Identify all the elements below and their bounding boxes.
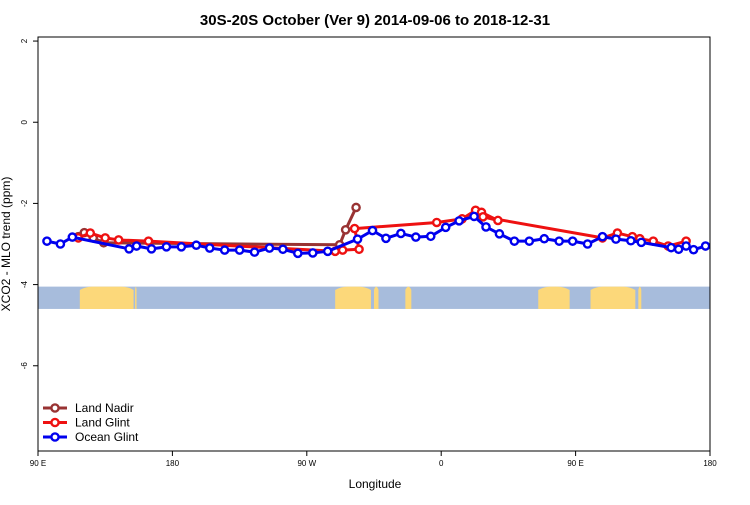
land-segment-3 [374, 286, 379, 309]
series-2-point-2 [67, 232, 78, 242]
land-segment-1 [135, 286, 137, 309]
x-tick-label-0: 90 E [30, 459, 46, 468]
series-0-point-5 [340, 224, 351, 235]
series-2-point-43 [700, 241, 711, 251]
series-2 [42, 211, 711, 259]
series-2-point-23 [425, 231, 436, 242]
series-2-point-5 [146, 244, 157, 254]
land-segment-5 [554, 286, 557, 309]
series-2-point-11 [234, 245, 245, 255]
series-2-point-15 [293, 248, 303, 259]
series-2-point-30 [524, 236, 535, 246]
x-tick-label-2: 90 W [297, 459, 316, 468]
x-tick-label-5: 180 [703, 459, 717, 468]
land-segment-2 [335, 286, 372, 309]
y-tick-label-3: -4 [20, 280, 29, 288]
series-2-point-9 [204, 243, 215, 253]
land-ocean-band [38, 286, 710, 309]
legend-label-2: Ocean Glint [75, 430, 139, 444]
series-2-point-26 [469, 211, 479, 222]
series-2-point-17 [322, 246, 333, 257]
legend-label-0: Land Nadir [75, 401, 134, 415]
series-2-point-16 [307, 248, 318, 258]
y-axis: 2 0 -2 -4 -6 [20, 38, 38, 369]
series-2-point-8 [191, 240, 202, 251]
legend-label-1: Land Glint [75, 416, 130, 430]
plot-frame [37, 36, 711, 452]
series-1-point-7 [354, 244, 364, 255]
series-1-point-1 [85, 228, 96, 238]
x-axis-label: Longitude [349, 477, 402, 491]
series-2-point-25 [454, 216, 464, 226]
series-1-point-13 [493, 215, 503, 226]
series-2-point-6 [161, 242, 172, 252]
series-2-point-42 [688, 244, 699, 255]
series-2-point-0 [42, 236, 52, 246]
series-2-point-13 [264, 243, 275, 253]
series-1-point-9 [431, 217, 442, 228]
series-2-point-40 [673, 244, 684, 255]
land-segment-8 [638, 286, 642, 309]
legend-marker-1 [50, 417, 60, 428]
series-1-point-4 [143, 236, 154, 246]
x-tick-label-4: 90 E [567, 459, 583, 468]
series-2-point-12 [249, 247, 260, 257]
series-2-point-21 [396, 228, 406, 239]
series-2-point-31 [539, 233, 550, 244]
land-segment-6 [405, 286, 412, 309]
series-2-point-37 [626, 235, 636, 246]
x-tick-label-3: 0 [439, 459, 444, 468]
series-2-point-7 [176, 242, 187, 252]
series-2-point-27 [481, 222, 491, 232]
series-2-point-4 [131, 241, 142, 251]
series-1-point-14 [478, 212, 488, 222]
series-2-point-28 [494, 229, 505, 239]
legend-marker-2 [50, 432, 60, 442]
series-2-point-36 [611, 234, 621, 244]
series-2-point-32 [554, 236, 564, 246]
y-tick-label-4: -6 [20, 362, 29, 370]
land-segment-4 [538, 286, 570, 309]
series-1 [73, 205, 691, 257]
series-2-point-24 [440, 222, 451, 233]
chart-title: 30S-20S October (Ver 9) 2014-09-06 to 20… [200, 12, 550, 29]
series-2-point-41 [681, 241, 691, 251]
x-axis: 90 E 180 90 W 0 90 E 180 [30, 451, 717, 468]
series-2-point-35 [597, 231, 608, 242]
series-2-point-20 [381, 233, 391, 244]
series-2-point-14 [278, 244, 288, 255]
series-2-point-22 [411, 232, 421, 242]
y-tick-label-0: 2 [20, 38, 29, 43]
series-1-point-2 [100, 233, 110, 243]
y-tick-label-2: -2 [20, 199, 29, 207]
legend-marker-0 [50, 403, 60, 413]
land-segment-7 [590, 286, 636, 309]
series-2-point-34 [582, 239, 593, 249]
series-2-point-19 [367, 225, 378, 236]
series-2-point-29 [509, 236, 520, 246]
series-1-point-3 [113, 235, 124, 245]
series-2-point-1 [55, 239, 66, 249]
y-tick-label-1: 0 [20, 119, 29, 124]
y-axis-label: XCO2 - MLO trend (ppm) [0, 177, 13, 312]
series-layer [42, 202, 711, 259]
series-0-point-6 [351, 202, 361, 213]
series-2-point-10 [219, 245, 230, 255]
series-2-point-39 [666, 242, 676, 253]
series-2-point-3 [124, 244, 134, 254]
x-tick-label-1: 180 [166, 459, 180, 468]
land-segment-0 [79, 286, 134, 309]
series-2-point-18 [352, 234, 363, 244]
series-1-point-8 [349, 223, 360, 234]
series-2-point-38 [636, 237, 647, 248]
series-2-point-33 [567, 236, 578, 246]
